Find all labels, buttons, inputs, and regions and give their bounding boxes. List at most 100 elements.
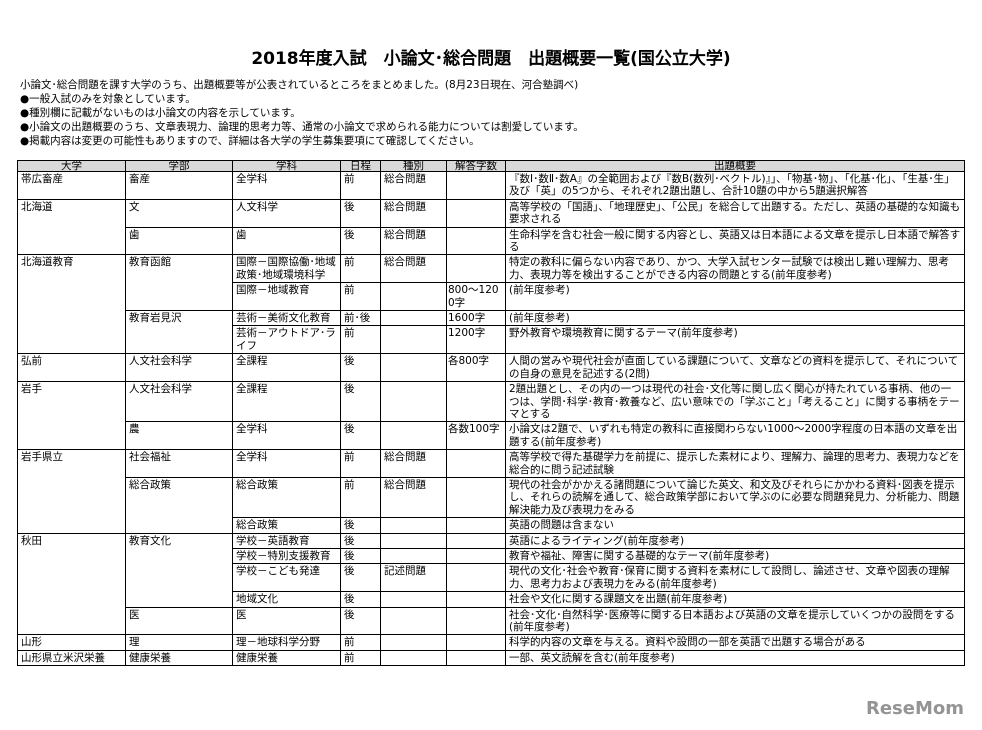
table-cell: 理－地球科学分野 xyxy=(232,634,341,651)
table-cell: 歯 xyxy=(232,226,341,255)
table-cell: 全課程 xyxy=(232,381,341,422)
table-cell: 後 xyxy=(340,381,381,422)
table-cell: 山形県立米沢栄養 xyxy=(17,649,126,667)
table-cell: 高等学校で得た基礎学力を前提に、提示した素材により、理解力、論理的思考力、表現力… xyxy=(505,449,965,478)
table-cell xyxy=(380,517,447,534)
table-row: 総合政策後 英語の問題は含まない xyxy=(17,517,965,534)
table-cell xyxy=(446,381,506,422)
table-cell: 医 xyxy=(125,606,233,635)
table-cell xyxy=(125,517,233,534)
title: 2018年度入試 小論文･総合問題 出題概要一覧(国公立大学) xyxy=(251,49,731,69)
table-cell xyxy=(446,532,506,549)
table-cell: 英語の問題は含まない xyxy=(505,517,965,534)
table-cell: 帯広畜産 xyxy=(17,171,126,200)
table-row: 地域文化後 社会や文化に関する課題文を出題(前年度参考) xyxy=(17,591,965,608)
table-cell: 岩手 xyxy=(17,381,126,422)
table-cell: 学校－特別支援教育 xyxy=(232,547,341,564)
intro-line: ●掲載内容は変更の可能性もありますので、詳細は各大学の学生募集要項にて確認してく… xyxy=(20,135,480,147)
table-cell xyxy=(446,254,506,283)
table-row: 弘前 人文社会科学 全課程後 各800字 人間の営みや現代社会が直面している課題について… xyxy=(17,353,965,382)
table-cell: 現代の社会がかかえる諸問題について論じた英文、和文及びそれらにかかわる資料･図表… xyxy=(505,476,965,518)
table-cell: 各800字 xyxy=(446,353,506,382)
table-cell: 地域文化 xyxy=(232,591,341,608)
table-cell: 国際－地域教育 xyxy=(232,282,341,311)
table-cell xyxy=(446,476,506,518)
table-row: 岩手県立 社会福祉 全学科前総合問題 高等学校で得た基礎学力を前提に、提示した素材によ… xyxy=(17,449,965,478)
table-cell: 全学科 xyxy=(232,171,341,200)
table-row: 山形県立米沢栄養 健康栄養 健康栄養前一部、英文読解を含む(前年度参考) xyxy=(17,649,965,667)
table-cell: 北海道教育 xyxy=(17,254,126,283)
table-cell: 現代の文化･社会や教育･保育に関する資料を素材にして設問し、論述させ、文章や図表… xyxy=(505,563,965,592)
table-cell: 後 xyxy=(340,421,381,450)
table-row: 農全学科後 各数100字 小論文は2題で、いずれも特定の教科に直接関わらない1000… xyxy=(17,421,965,450)
table-cell: 前 xyxy=(340,254,381,283)
table-cell: 人文社会科学 xyxy=(125,381,233,422)
table-cell: 社会福祉 xyxy=(125,449,233,478)
table-row: 山形理理－地球科学分野前 科学的内容の文章を与える。資料や設問の一部を英語で出題す… xyxy=(17,634,965,651)
table-cell: 野外教育や環境教育に関するテーマ(前年度参考) xyxy=(505,325,965,354)
intro: 小論文･総合問題を課す大学のうち、出題概要等が公表されているところをまとめました… xyxy=(20,78,584,148)
table-cell xyxy=(380,547,447,564)
table-cell: 山形 xyxy=(17,634,126,651)
table-cell: 後 xyxy=(340,606,381,635)
table-cell: 後 xyxy=(340,547,381,564)
table-cell xyxy=(17,517,126,534)
table-cell: 後 xyxy=(340,353,381,382)
table-cell: 各数100字 xyxy=(446,421,506,450)
table-cell: 総合問題 xyxy=(380,254,447,283)
column-header: 日程 xyxy=(340,160,381,172)
table-cell: 後 xyxy=(340,591,381,608)
table-cell: 総合政策 xyxy=(125,476,233,518)
table-row: 総合政策 総合政策前総合問題 現代の社会がかかえる諸問題について論じた英文、和文及び… xyxy=(17,476,965,518)
table-cell xyxy=(17,563,126,592)
table-cell xyxy=(446,171,506,200)
table-cell: 総合問題 xyxy=(380,171,447,200)
table-cell: 文 xyxy=(125,198,233,228)
table-cell: 総合問題 xyxy=(380,449,447,478)
table-row: 帯広畜産 畜産 全学科前総合問題 『数Ⅰ･数Ⅱ･数A』の全範囲および『数B(数列･ベク… xyxy=(17,171,965,200)
table-cell xyxy=(125,591,233,608)
table-cell: 総合問題 xyxy=(380,226,447,255)
table-cell: 医 xyxy=(232,606,341,635)
table-cell xyxy=(446,634,506,651)
table-cell xyxy=(125,548,233,564)
table-cell xyxy=(17,421,126,450)
table-cell: 高等学校の「国語」、「地理歴史」、「公民」を総合して出題する。ただし、英語の基礎… xyxy=(505,198,965,228)
table-cell xyxy=(380,649,447,667)
table-cell xyxy=(17,325,126,354)
watermark: ReseMom xyxy=(865,698,964,719)
table-cell: 生命科学を含む社会一般に関する内容とし、英語又は日本語による文章を提示し日本語で… xyxy=(505,226,965,255)
table-cell xyxy=(380,421,447,450)
table-cell: 前 xyxy=(340,649,381,667)
table-cell xyxy=(17,607,126,635)
table-cell: 1200字 xyxy=(446,325,506,354)
column-header: 学部 xyxy=(125,160,233,172)
table-row: 北海道教育 教育函館 国際－国際協働･地域政策･地域環境科学前総合問題 特定の教科に偏… xyxy=(17,254,965,283)
table-cell: 1600字 xyxy=(446,310,506,326)
intro-line: ●一般入試のみを対象としています。 xyxy=(20,93,196,105)
table-row: 秋田 教育文化 学校－英語教育後 英語によるライティング(前年度参考) xyxy=(17,532,965,549)
table-cell xyxy=(446,226,506,255)
table-cell: 前 xyxy=(340,634,381,651)
table-body: 帯広畜産 畜産 全学科前総合問題 『数Ⅰ･数Ⅱ･数A』の全範囲および『数B(数列･ベク… xyxy=(17,171,965,667)
table-cell xyxy=(446,198,506,228)
table-cell xyxy=(17,310,126,326)
table-cell: 畜産 xyxy=(125,171,233,200)
intro-line: ●種別欄に記載がないものは小論文の内容を示しています。 xyxy=(20,107,301,119)
table-cell: 前 xyxy=(340,325,381,354)
column-header: 出題概要 xyxy=(505,160,965,172)
table-cell: 全学科 xyxy=(232,421,341,450)
table-cell: 岩手県立 xyxy=(17,449,126,478)
table-cell: 教育岩見沢 xyxy=(125,310,233,326)
table-cell: 800～1200字 xyxy=(446,282,506,311)
table-cell xyxy=(446,649,506,667)
table-cell: 記述問題 xyxy=(380,563,447,592)
table-row: 岩手 人文社会科学 全課程後 2題出題とし、その内の一つは現代の社会･文化等に関し広く… xyxy=(17,381,965,422)
table-cell: 北海道 xyxy=(17,198,126,228)
table-cell xyxy=(446,606,506,635)
table-cell: 小論文は2題で、いずれも特定の教科に直接関わらない1000～2000字程度の日本… xyxy=(505,421,965,450)
table-cell: 後 xyxy=(340,517,381,534)
table-cell: 2題出題とし、その内の一つは現代の社会･文化等に関し広く関心が持たれている事柄、… xyxy=(505,381,965,422)
table-cell: 前 xyxy=(340,171,381,200)
